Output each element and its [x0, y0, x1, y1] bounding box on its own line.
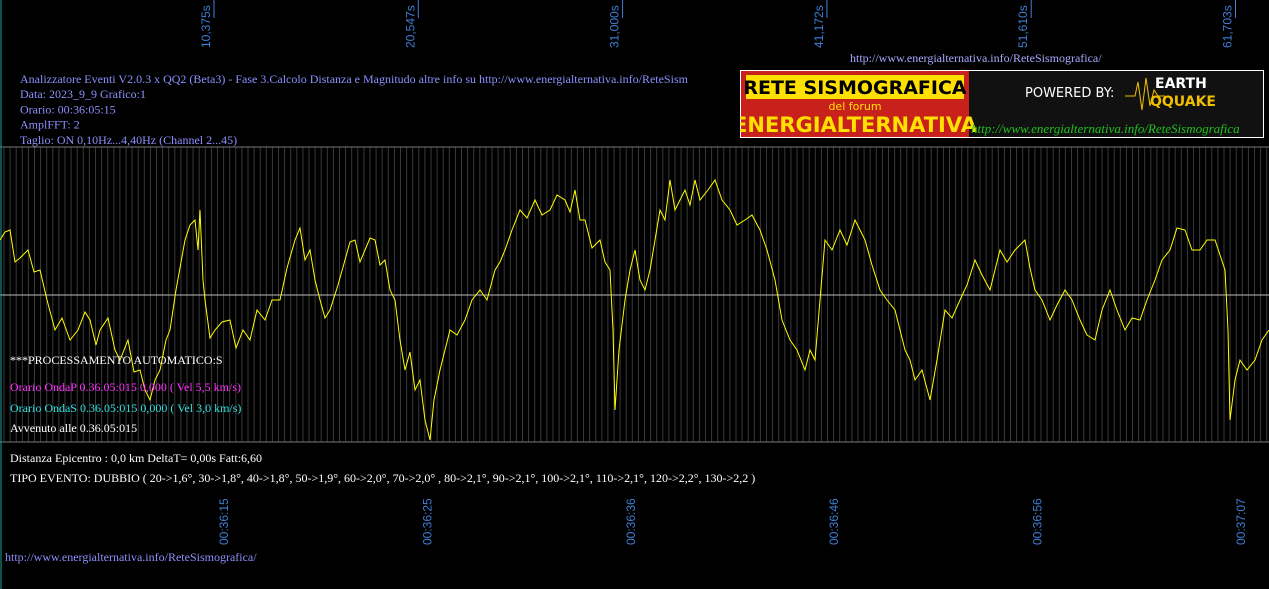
processing-onda-p: Orario OndaP 0.36.05:015 0,000 ( Vel 5,5…: [10, 380, 241, 394]
bottom-axis-label: 00:36:56: [1031, 498, 1045, 545]
info-line: Orario: 00:36:05:15: [20, 102, 116, 116]
info-line: Taglio: ON 0,10Hz...4,40Hz (Channel 2...…: [20, 133, 237, 147]
top-axis-label: 31,000s: [608, 5, 622, 48]
bottom-axis-label: 00:37:07: [1234, 498, 1248, 545]
processing-avvenuto: Avvenuto alle 0.36.05:015: [10, 421, 137, 435]
top-axis-label: 20,547s: [403, 5, 417, 48]
info-line: AmplFFT: 2: [20, 118, 80, 132]
logo-title: RETE SISMOGRAFICA: [743, 77, 967, 99]
top-axis-label: 10,375s: [199, 5, 213, 48]
bottom-axis-label: 00:36:36: [624, 498, 638, 545]
info-line: Data: 2023_9_9 Grafico:1: [20, 87, 146, 101]
bottom-axis-label: 00:36:15: [217, 498, 231, 545]
logo-earth: EARTH: [1155, 76, 1207, 92]
processing-tipo: TIPO EVENTO: DUBBIO ( 20->1,6°, 30->1,8°…: [10, 471, 755, 485]
logo-name: ENERGIALTERNATIVA: [740, 113, 978, 137]
processing-auto: ***PROCESSAMENTO AUTOMATICO:S: [10, 353, 223, 367]
top-axis-label: 41,172s: [812, 5, 826, 48]
logo-yellow: [746, 75, 964, 99]
logo-dark: [969, 71, 1263, 137]
processing-onda-s: Orario OndaS 0.36.05:015 0,000 ( Vel 3,0…: [10, 401, 241, 415]
bottom-url: http://www.energialternativa.info/ReteSi…: [5, 550, 257, 564]
info-line: Analizzatore Eventi V2.0.3 x QQ2 (Beta3)…: [20, 72, 689, 86]
logo-powered: POWERED BY:: [1025, 86, 1114, 101]
top-axis-label: 61,703s: [1221, 5, 1235, 48]
waveform: [0, 178, 1269, 441]
logo-banner: RETE SISMOGRAFICA del forum ENERGIALTERN…: [740, 70, 1264, 138]
processing-distanza: Distanza Epicentro : 0,0 km DeltaT= 0,00…: [10, 451, 262, 465]
top-axis-label: 51,610s: [1016, 5, 1030, 48]
bottom-axis-label: 00:36:25: [420, 498, 434, 545]
logo-sub: del forum: [828, 100, 881, 113]
logo-icon: [1125, 77, 1165, 111]
top-url: http://www.energialternativa.info/ReteSi…: [850, 51, 1102, 65]
logo-quake: QQUAKE: [1150, 94, 1216, 110]
logo-url: http://www.energialternativa.info/ReteSi…: [971, 121, 1240, 136]
bottom-axis-label: 00:36:46: [827, 498, 841, 545]
